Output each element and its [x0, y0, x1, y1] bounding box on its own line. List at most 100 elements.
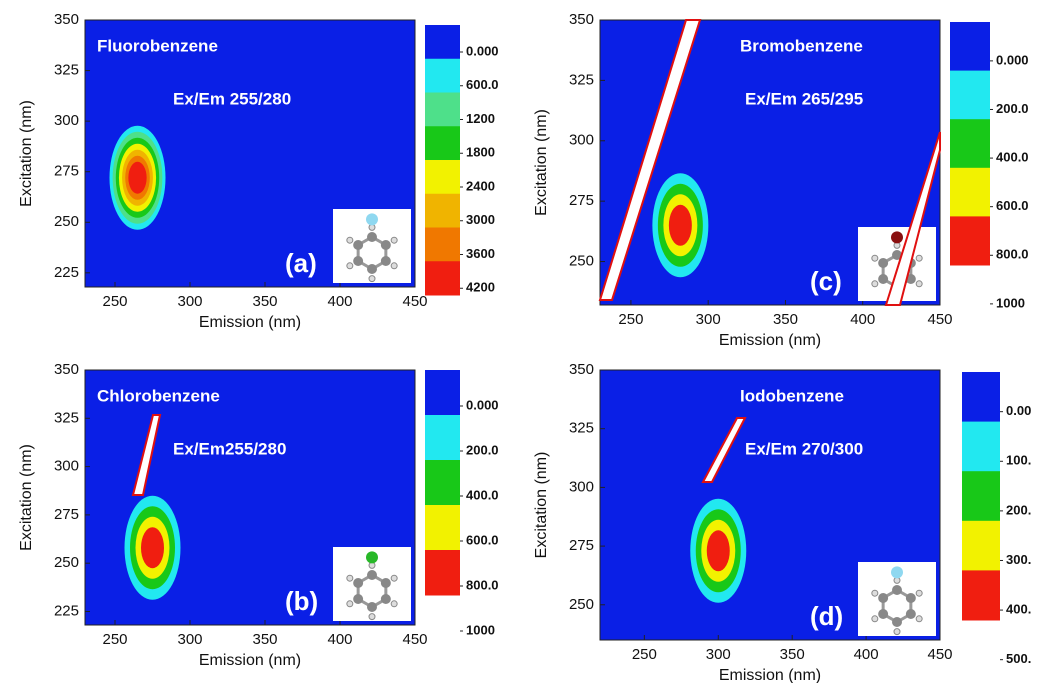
colorbar-label: 800.0 [996, 247, 1029, 262]
colorbar-label: 500. [1006, 651, 1031, 666]
colorbar-band [950, 22, 990, 71]
atom [872, 590, 878, 596]
y-tick-label: 275 [569, 537, 594, 554]
panel-subtitle: Ex/Em255/280 [173, 439, 286, 458]
colorbar-band [962, 422, 1000, 472]
colorbar-band [950, 168, 990, 217]
colorbar-label: 2400 [466, 178, 495, 193]
y-axis-title: Excitation (nm) [533, 109, 550, 216]
colorbar-label: 0.000 [466, 43, 499, 58]
y-tick-label: 300 [569, 132, 594, 149]
x-axis-title: Emission (nm) [199, 314, 301, 331]
y-tick-label: 225 [54, 264, 79, 281]
atom [916, 281, 922, 287]
atom [381, 240, 391, 250]
colorbar-label: 800.0 [466, 577, 499, 592]
colorbar-band [962, 570, 1000, 620]
atom [916, 255, 922, 261]
contour-level [128, 162, 146, 194]
x-tick-label: 400 [850, 311, 875, 328]
colorbar-label: 400.0 [466, 487, 499, 502]
y-tick-label: 250 [54, 554, 79, 571]
colorbar-label: 4200 [466, 280, 495, 295]
y-tick-label: 225 [54, 602, 79, 619]
panel-subtitle: Ex/Em 270/300 [745, 439, 863, 458]
y-tick-label: 325 [54, 62, 79, 79]
x-axis-title: Emission (nm) [199, 652, 301, 669]
atom [878, 593, 888, 603]
colorbar-label: 600.0 [466, 77, 499, 92]
panel-label: (b) [285, 586, 318, 616]
colorbar-label: 1000 [466, 622, 495, 637]
atom [872, 255, 878, 261]
y-tick-label: 250 [569, 252, 594, 269]
x-tick-label: 250 [632, 646, 657, 663]
x-tick-label: 250 [102, 293, 127, 310]
atom [391, 575, 397, 581]
colorbar-band [425, 126, 460, 160]
colorbar-label: 3000 [466, 212, 495, 227]
y-tick-label: 300 [54, 458, 79, 475]
atom [906, 593, 916, 603]
atom [872, 281, 878, 287]
colorbar-label: 300. [1006, 552, 1031, 567]
colorbar-band [425, 370, 460, 416]
colorbar-band [425, 160, 460, 194]
x-tick-label: 300 [177, 631, 202, 648]
panel-title: Fluorobenzene [97, 36, 218, 55]
colorbar-band [425, 194, 460, 228]
colorbar-band [425, 59, 460, 93]
panel-label: (d) [810, 601, 843, 631]
y-tick-label: 275 [54, 163, 79, 180]
contour-level [669, 205, 692, 246]
x-tick-label: 250 [102, 631, 127, 648]
colorbar-band [425, 415, 460, 461]
atom [878, 274, 888, 284]
colorbar-label: 400. [1006, 602, 1031, 617]
atom [347, 575, 353, 581]
colorbar-band [425, 550, 460, 596]
atom [878, 609, 888, 619]
plots: 250 300 350 400 450 225 250 275 300 325 350 Emissio… [18, 11, 1031, 683]
y-tick-label: 275 [54, 506, 79, 523]
y-tick-label: 250 [54, 213, 79, 230]
colorbar-label: 0.00 [1006, 403, 1031, 418]
x-axis-title: Emission (nm) [719, 332, 821, 349]
panel-subtitle: Ex/Em 265/295 [745, 89, 863, 108]
atom [367, 602, 377, 612]
atom [916, 616, 922, 622]
atom [369, 276, 375, 282]
atom [391, 237, 397, 243]
atom [369, 614, 375, 620]
colorbar-band [962, 372, 1000, 422]
colorbar-band [425, 25, 460, 59]
x-tick-label: 450 [927, 646, 952, 663]
atom [878, 258, 888, 268]
y-tick-label: 250 [569, 596, 594, 613]
atom [353, 578, 363, 588]
colorbar-label: 1200 [466, 111, 495, 126]
atom [892, 585, 902, 595]
panel-subtitle: Ex/Em 255/280 [173, 89, 291, 108]
y-tick-label: 300 [569, 478, 594, 495]
halogen-atom [891, 231, 903, 243]
atom [872, 616, 878, 622]
atom [367, 570, 377, 580]
colorbar-label: 3600 [466, 246, 495, 261]
atom [381, 256, 391, 266]
atom [381, 594, 391, 604]
colorbar-label: 600.0 [466, 532, 499, 547]
x-tick-label: 350 [780, 646, 805, 663]
colorbar-band [425, 261, 460, 295]
y-tick-label: 350 [54, 11, 79, 28]
contour-level [141, 527, 164, 568]
atom [894, 629, 900, 635]
panel-label: (a) [285, 248, 317, 278]
colorbar-label: 0.000 [466, 397, 499, 412]
colorbar-label: 200. [1006, 502, 1031, 517]
atom [391, 263, 397, 269]
x-tick-label: 400 [327, 631, 352, 648]
atom [892, 617, 902, 627]
y-tick-label: 300 [54, 112, 79, 129]
atom [353, 240, 363, 250]
